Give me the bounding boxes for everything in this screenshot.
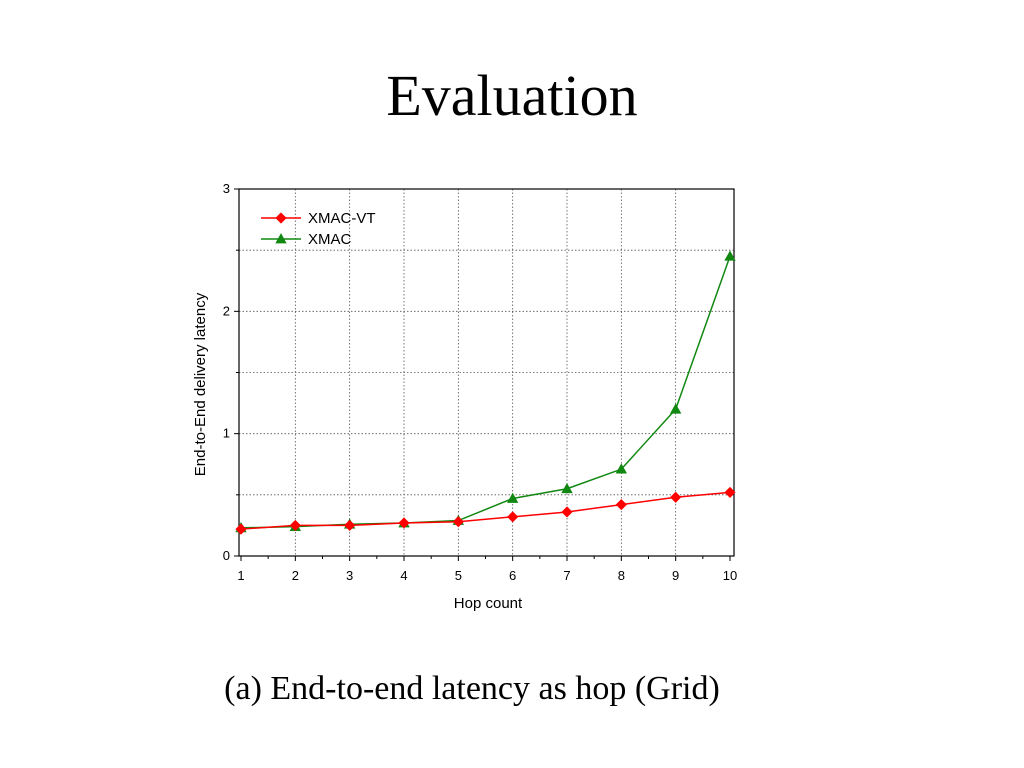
x-tick-label: 7	[563, 568, 570, 583]
x-tick-label: 5	[455, 568, 462, 583]
data-point-xmac	[724, 250, 736, 261]
data-point-xmac-vt	[615, 499, 627, 511]
data-point-xmac-vt	[670, 491, 682, 503]
x-axis-label: Hop count	[454, 595, 523, 612]
legend-marker-xmac-vt	[275, 212, 287, 224]
y-tick-label: 2	[223, 303, 230, 318]
data-point-xmac-vt	[507, 511, 519, 523]
x-tick-label: 3	[346, 568, 353, 583]
x-tick-label: 1	[237, 568, 244, 583]
data-point-xmac-vt	[398, 517, 410, 529]
legend-marker-xmac	[275, 233, 287, 244]
x-tick-label: 2	[292, 568, 299, 583]
figure-caption: (a) End-to-end latency as hop (Grid)	[224, 670, 720, 707]
x-tick-label: 8	[618, 568, 625, 583]
y-tick-label: 0	[223, 548, 230, 563]
data-point-xmac	[615, 463, 628, 474]
series-xmac-vt	[235, 486, 736, 535]
legend-label-xmac-vt: XMAC-VT	[308, 210, 376, 227]
data-point-xmac	[669, 403, 682, 414]
data-point-xmac	[561, 482, 573, 494]
y-tick-label: 1	[223, 426, 230, 441]
x-tick-label: 6	[509, 568, 516, 583]
data-point-xmac-vt	[289, 519, 301, 531]
x-tick-label: 9	[672, 568, 679, 583]
data-point-xmac-vt	[561, 506, 573, 518]
data-point-xmac-vt	[724, 486, 736, 498]
slide-title: Evaluation	[386, 63, 638, 128]
data-point-xmac	[506, 492, 519, 503]
x-tick-label: 4	[400, 568, 407, 583]
y-tick-label: 3	[223, 181, 230, 196]
series-layer	[235, 250, 736, 535]
series-xmac	[235, 250, 736, 533]
data-point-xmac-vt	[344, 519, 356, 531]
legend: XMAC-VT XMAC	[261, 210, 376, 248]
y-axis-label: End-to-End delivery latency	[192, 292, 209, 476]
data-point-xmac-vt	[235, 523, 247, 535]
legend-label-xmac: XMAC	[308, 231, 352, 248]
x-tick-label: 10	[723, 568, 737, 583]
data-point-xmac-vt	[452, 516, 464, 528]
series-line-xmac	[240, 256, 731, 529]
series-line-xmac-vt	[240, 491, 731, 530]
